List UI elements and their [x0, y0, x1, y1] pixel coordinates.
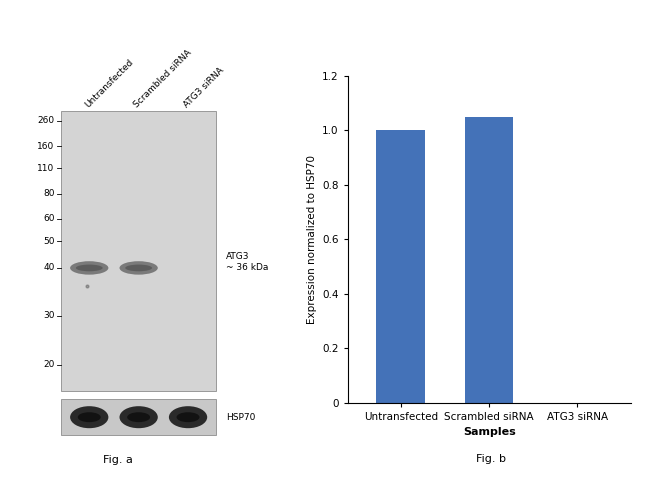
Ellipse shape	[125, 264, 152, 271]
Ellipse shape	[120, 261, 158, 275]
Text: 260: 260	[38, 116, 55, 125]
Text: Fig. a: Fig. a	[103, 455, 133, 465]
Text: ATG3 siRNA: ATG3 siRNA	[182, 65, 226, 109]
Ellipse shape	[127, 412, 150, 422]
Text: Fig. b: Fig. b	[476, 454, 506, 464]
Bar	[465, 117, 514, 403]
Text: ATG3
~ 36 kDa: ATG3 ~ 36 kDa	[226, 252, 268, 272]
Text: HSP70: HSP70	[226, 413, 255, 422]
Text: 110: 110	[38, 164, 55, 173]
Bar	[61, 111, 216, 391]
Y-axis label: Expression normalized to HSP70: Expression normalized to HSP70	[307, 155, 317, 324]
Text: Untransfected: Untransfected	[83, 57, 135, 109]
Text: 30: 30	[43, 311, 55, 320]
Text: Scrambled siRNA: Scrambled siRNA	[133, 48, 194, 109]
Text: 50: 50	[43, 237, 55, 246]
Text: 40: 40	[44, 264, 55, 272]
Text: 160: 160	[38, 142, 55, 151]
Bar	[376, 130, 425, 403]
Ellipse shape	[70, 406, 109, 428]
Ellipse shape	[76, 264, 103, 271]
Ellipse shape	[177, 412, 200, 422]
Ellipse shape	[169, 406, 207, 428]
Ellipse shape	[70, 261, 109, 275]
Text: 20: 20	[44, 360, 55, 369]
Ellipse shape	[120, 406, 158, 428]
Text: 60: 60	[43, 214, 55, 224]
Text: 80: 80	[43, 189, 55, 198]
X-axis label: Samples: Samples	[463, 427, 515, 437]
Ellipse shape	[78, 412, 101, 422]
Bar	[61, 399, 216, 435]
